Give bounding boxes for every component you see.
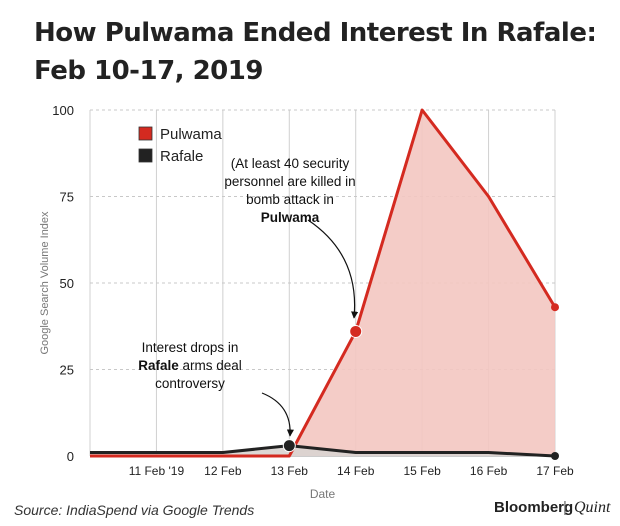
- data-point-rafale-end: [551, 452, 559, 460]
- annotation-text-segment: Rafale: [138, 358, 179, 373]
- x-tick-label: 12 Feb: [204, 464, 242, 478]
- y-axis-title: Google Search Volume Index: [39, 211, 51, 355]
- annotation-text-segment: Pulwama: [261, 210, 320, 225]
- series-line-pulwama: [90, 108, 557, 458]
- annotation-arrow: [261, 392, 295, 437]
- brand-logo-bloomberg: Bloomberg: [494, 499, 574, 516]
- legend-label-pulwama: Pulwama: [160, 126, 222, 143]
- annotation-rafale: Interest drops in Rafale arms deal controv…: [138, 340, 295, 437]
- annotation-text-segment: (At least 40 security: [231, 156, 350, 171]
- annotated-point-rafale: [282, 439, 296, 453]
- x-tick-label: 14 Feb: [337, 464, 375, 478]
- x-tick-label: 15 Feb: [403, 464, 441, 478]
- series-line-rafale: [90, 444, 556, 458]
- y-tick-label: 50: [60, 276, 74, 291]
- chart-title-line-2: Feb 10-17, 2019: [34, 56, 263, 86]
- annotation-text-line: controversy: [155, 376, 225, 391]
- annotation-arrow: [307, 219, 359, 319]
- annotation-text-segment: controversy: [155, 376, 225, 391]
- source-note: Source: IndiaSpend via Google Trends: [14, 502, 255, 518]
- y-tick-label: 100: [52, 103, 74, 118]
- annotation-text-line: Pulwama: [261, 210, 320, 225]
- x-tick-label: 11 Feb '19: [129, 464, 185, 478]
- chart-title: How Pulwama Ended Interest In Rafale: Fe…: [34, 14, 604, 90]
- legend-swatch-pulwama: [138, 126, 153, 141]
- y-tick-label: 75: [60, 190, 74, 205]
- annotation-text-segment: bomb attack in: [246, 192, 334, 207]
- annotation-text-segment: Interest drops in: [142, 340, 239, 355]
- brand-separator: |: [563, 499, 567, 516]
- x-tick-label: 17 Feb: [536, 464, 574, 478]
- series-area-pulwama: [90, 110, 555, 456]
- annotation-text-line: Rafale arms deal: [138, 358, 242, 373]
- x-tick-label: 16 Feb: [470, 464, 508, 478]
- annotation-text-line: personnel are killed in: [224, 174, 355, 189]
- annotation-text-line: (At least 40 security: [231, 156, 350, 171]
- x-axis-title: Date: [310, 487, 336, 501]
- data-point-pulwama-end: [551, 303, 559, 312]
- annotated-point-pulwama: [349, 324, 363, 338]
- annotation-text-segment: personnel are killed in: [224, 174, 355, 189]
- legend-swatch-rafale: [138, 148, 153, 163]
- annotation-pulwama: (At least 40 security personnel are kille…: [224, 156, 359, 319]
- annotation-text-line: Interest drops in: [142, 340, 239, 355]
- annotation-text-line: bomb attack in: [246, 192, 334, 207]
- chart-title-line-1: How Pulwama Ended Interest In Rafale:: [34, 18, 597, 48]
- brand-logo-quint: Quint: [574, 499, 611, 516]
- x-tick-label: 13 Feb: [271, 464, 309, 478]
- annotation-text-segment: arms deal: [179, 358, 242, 373]
- y-tick-label: 25: [60, 363, 74, 378]
- y-tick-label: 0: [67, 449, 74, 464]
- legend-label-rafale: Rafale: [160, 148, 203, 165]
